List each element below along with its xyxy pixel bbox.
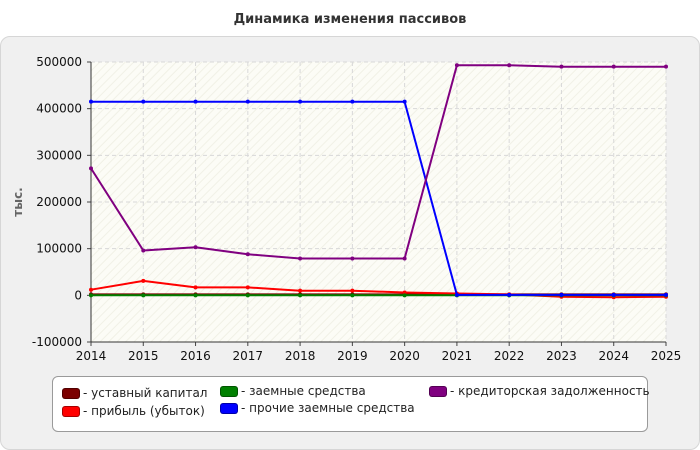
data-point [611, 64, 616, 69]
data-point [350, 288, 355, 293]
legend-swatch [220, 402, 238, 414]
x-tick-label: 2015 [128, 349, 159, 363]
y-tick-label: 200000 [36, 195, 82, 209]
legend-label: прочие заемные средства [249, 401, 415, 415]
axes [87, 61, 667, 346]
x-tick-label: 2017 [233, 349, 264, 363]
legend-item-zaemnye-sredstva: - заемные средства [220, 384, 366, 398]
y-tick-label: 500000 [36, 55, 82, 69]
data-point [454, 292, 459, 297]
series-line-4 [90, 64, 666, 260]
x-tick-label: 2018 [285, 349, 316, 363]
x-tick-label: 2025 [651, 349, 682, 363]
x-tick-label: 2016 [180, 349, 211, 363]
data-point [141, 293, 146, 298]
series-line-3 [91, 100, 666, 296]
data-point [141, 278, 146, 283]
x-tick-label: 2022 [494, 349, 525, 363]
data-point [89, 293, 93, 298]
x-tick-label: 2024 [598, 349, 629, 363]
data-point [611, 292, 616, 297]
data-point [402, 293, 407, 298]
legend: - уставный капитал - прибыль (убыток) - … [52, 376, 650, 432]
y-tick-label: -100000 [32, 335, 82, 349]
data-point [89, 166, 93, 171]
data-point [89, 287, 93, 292]
data-point [350, 256, 355, 261]
y-tick-label: 100000 [36, 242, 82, 256]
legend-item-ustavny-kapital: - уставный капитал [62, 386, 207, 400]
data-point [454, 63, 459, 68]
x-tick-label: 2023 [546, 349, 577, 363]
data-point [141, 99, 146, 104]
data-point [193, 99, 198, 104]
data-point [664, 64, 668, 69]
data-point [193, 245, 198, 250]
x-tick-label: 2020 [389, 349, 420, 363]
data-point [141, 248, 146, 253]
data-point [350, 293, 355, 298]
series-line-1 [90, 279, 667, 299]
data-point [350, 99, 355, 104]
data-point [402, 99, 407, 104]
data-point [402, 290, 407, 295]
legend-label: прибыль (убыток) [91, 404, 205, 418]
legend-swatch [62, 405, 80, 417]
data-point [298, 256, 303, 261]
data-point [193, 285, 198, 290]
data-point [559, 64, 564, 69]
x-tick-label: 2021 [442, 349, 473, 363]
data-point [507, 63, 512, 68]
x-tick-label: 2019 [337, 349, 368, 363]
data-point [298, 293, 303, 298]
data-point [193, 293, 198, 298]
y-tick-label: 0 [74, 288, 82, 302]
legend-label: уставный капитал [91, 386, 208, 400]
data-point [402, 256, 407, 261]
legend-swatch [429, 385, 447, 397]
data-point [298, 288, 303, 293]
data-point [507, 292, 512, 297]
data-point [559, 292, 564, 297]
data-point [245, 99, 250, 104]
data-point [245, 252, 250, 257]
y-axis-label: тыс. [11, 187, 25, 216]
data-point [298, 99, 303, 104]
y-tick-label: 400000 [36, 102, 82, 116]
data-point [245, 285, 250, 290]
x-tick-label: 2014 [76, 349, 107, 363]
legend-label: заемные средства [249, 384, 366, 398]
tick-labels: -100000 0 100000 200000 300000 400000 500000 20… [32, 55, 681, 363]
legend-item-kreditorskaya: - кредиторская задолженность [429, 384, 650, 398]
data-point [89, 99, 93, 104]
legend-item-prochie-zaemnye: - прочие заемные средства [220, 401, 415, 415]
legend-swatch [220, 385, 238, 397]
y-tick-label: 300000 [36, 148, 82, 162]
legend-swatch [62, 387, 80, 399]
data-point [245, 293, 250, 298]
legend-item-pribyl: - прибыль (убыток) [62, 404, 205, 418]
data-point [664, 292, 668, 297]
series-group [89, 63, 668, 300]
legend-label: кредиторская задолженность [458, 384, 650, 398]
chart-title: Динамика изменения пассивов [233, 12, 467, 27]
